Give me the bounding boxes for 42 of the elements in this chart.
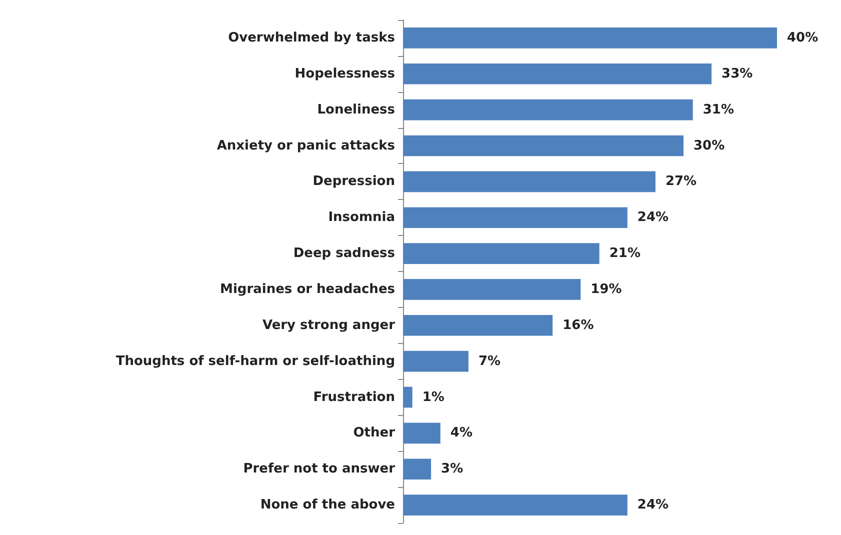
data-label: 19% xyxy=(590,282,622,297)
data-label: 16% xyxy=(562,318,594,333)
bar xyxy=(403,243,600,264)
bar xyxy=(403,63,712,84)
bar xyxy=(403,350,468,372)
bar xyxy=(403,458,432,480)
bar xyxy=(403,99,693,120)
bar xyxy=(403,207,628,228)
y-tick-label: Overwhelmed by tasks xyxy=(228,30,396,46)
y-tick-label: Migraines or headaches xyxy=(220,282,396,297)
y-tick-label: Other xyxy=(353,426,396,441)
y-tick-label: Thoughts of self-harm or self-loathing xyxy=(116,354,395,369)
y-tick-label: Very strong anger xyxy=(262,318,396,333)
data-label: 4% xyxy=(450,426,472,441)
y-tick-label: None of the above xyxy=(260,498,396,513)
y-tick-label: Depression xyxy=(312,174,395,190)
y-tick-label: Anxiety or panic attacks xyxy=(216,138,396,154)
data-label: 30% xyxy=(694,138,725,154)
bar xyxy=(403,135,684,156)
data-label: 3% xyxy=(441,462,464,477)
data-label: 31% xyxy=(702,102,734,118)
data-label: 24% xyxy=(637,498,669,513)
y-tick-label: Frustration xyxy=(313,390,395,405)
y-tick-label: Loneliness xyxy=(317,102,396,118)
y-tick-label: Insomnia xyxy=(328,210,395,226)
y-tick-label: Prefer not to answer xyxy=(243,462,396,477)
data-label: 24% xyxy=(637,210,669,226)
data-label: 27% xyxy=(665,174,697,190)
data-label: 1% xyxy=(422,390,444,405)
bar xyxy=(403,494,628,516)
bar xyxy=(403,314,553,336)
data-label: 33% xyxy=(722,66,753,82)
y-tick-label: Hopelessness xyxy=(294,66,396,82)
bar xyxy=(403,171,656,192)
data-label: 7% xyxy=(478,354,501,369)
data-label: 21% xyxy=(609,246,640,262)
bar xyxy=(403,28,777,48)
bar xyxy=(403,279,581,300)
data-label: 40% xyxy=(787,30,818,46)
bar xyxy=(403,422,440,444)
bar xyxy=(403,386,412,408)
y-tick-label: Deep sadness xyxy=(293,246,396,262)
